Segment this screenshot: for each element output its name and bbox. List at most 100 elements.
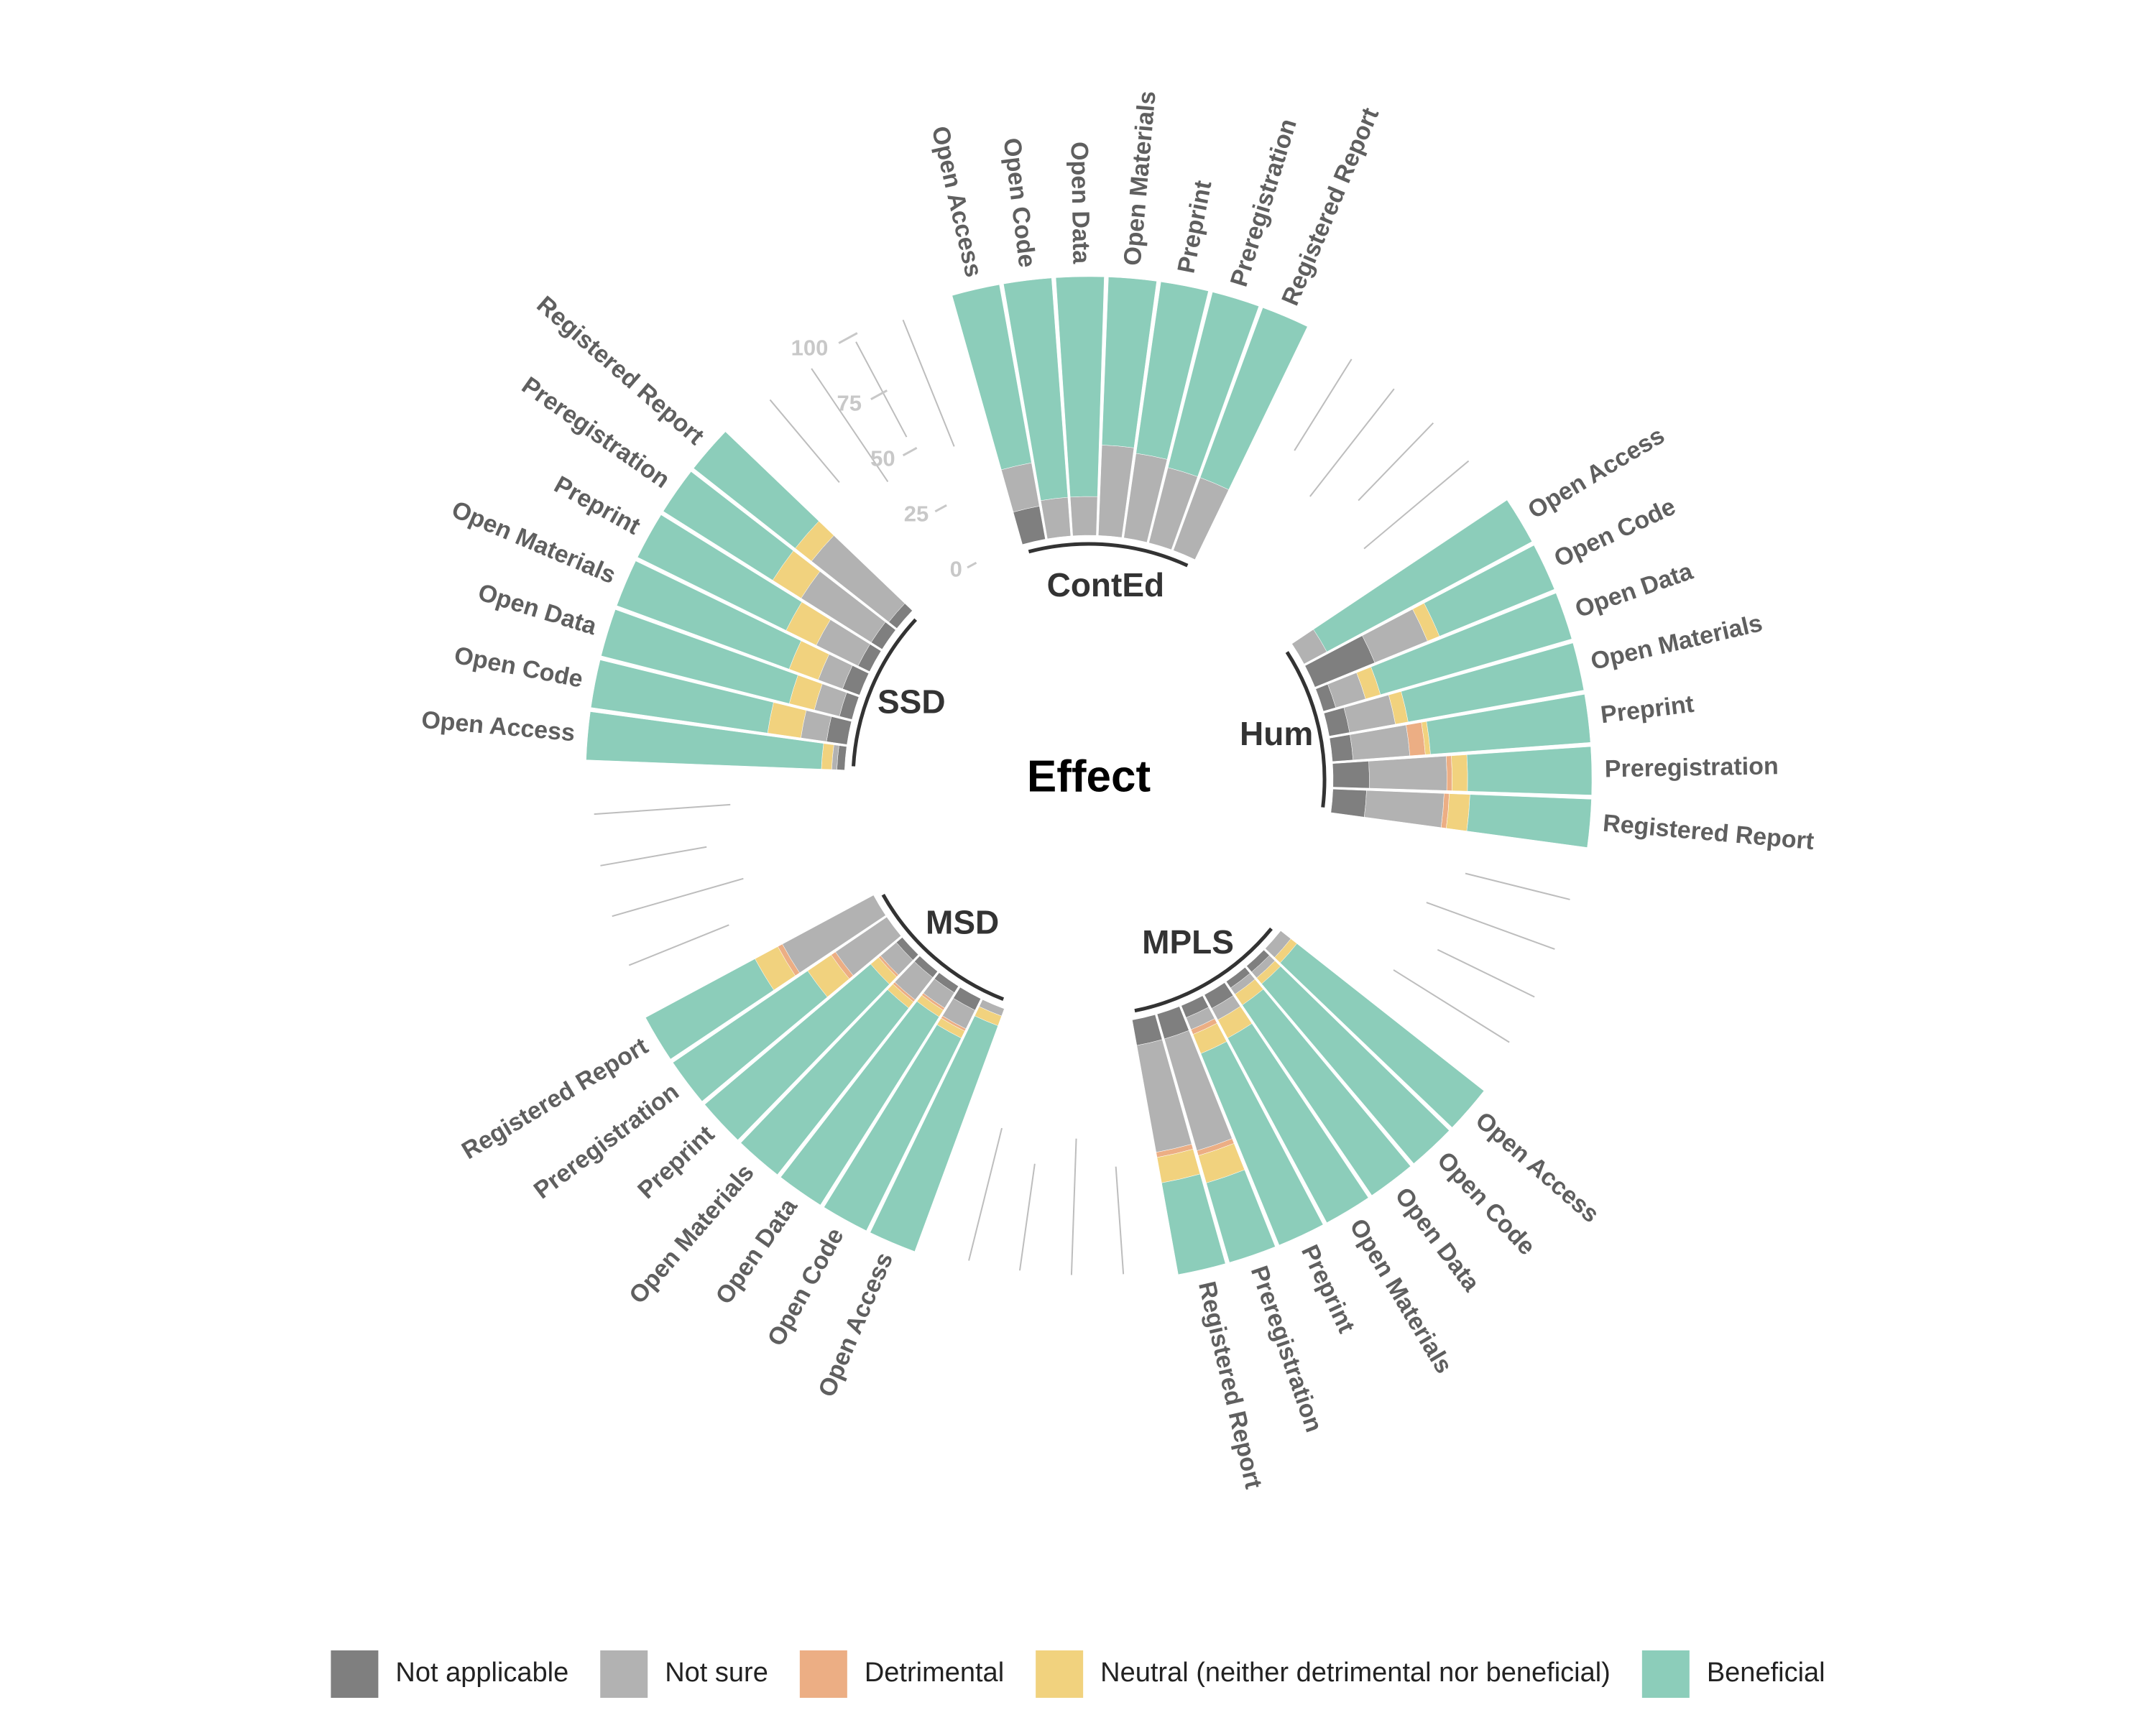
bar-hum-registered-report xyxy=(1330,789,1592,848)
segment-neutral-neither-detrimental-nor-beneficial- xyxy=(1451,754,1468,792)
bar-msd-preprint xyxy=(704,937,919,1140)
gap-spoke xyxy=(1465,872,1570,900)
bar-hum-open-access xyxy=(1291,499,1533,665)
group-label-mpls: MPLS xyxy=(1142,923,1234,961)
legend-item: Neutral (neither detrimental nor benefic… xyxy=(1036,1650,1611,1698)
bar-ssd-preregistration xyxy=(663,471,896,650)
bar-hum-open-code xyxy=(1304,545,1555,688)
segment-beneficial xyxy=(590,660,774,734)
category-label: Preregistration xyxy=(1225,116,1302,290)
segment-detrimental xyxy=(1446,755,1452,791)
segment-beneficial xyxy=(1466,794,1592,848)
radial-axis: 0 25 50 75 100 xyxy=(791,332,977,581)
segment-beneficial xyxy=(1167,292,1259,477)
segment-beneficial xyxy=(1227,1023,1369,1224)
group-label-ssd: SSD xyxy=(877,683,946,720)
gap-spoke xyxy=(902,319,955,447)
category-label: Preprint xyxy=(1599,690,1695,729)
gap-spoke xyxy=(612,877,744,918)
category-label: Open Code xyxy=(452,642,585,693)
legend-swatch xyxy=(799,1650,847,1698)
bar-conted-registered-report xyxy=(1173,307,1308,560)
group-arc-conted xyxy=(1028,542,1189,568)
gap-spoke xyxy=(968,1127,1003,1261)
bars-layer xyxy=(586,276,1593,1275)
segment-beneficial xyxy=(693,431,819,549)
gap-spoke xyxy=(855,341,908,438)
bar-conted-open-code xyxy=(1003,277,1072,540)
group-label-msd: MSD xyxy=(926,903,999,941)
group-arc-hum xyxy=(1285,651,1327,808)
gap-spoke xyxy=(1437,948,1535,998)
category-label: Registered Report xyxy=(1602,810,1815,856)
segment-beneficial xyxy=(1161,1173,1226,1275)
group-arc-mpls xyxy=(1134,927,1273,1013)
bar-msd-registered-report xyxy=(645,895,886,1060)
segment-beneficial xyxy=(601,609,798,704)
segment-beneficial xyxy=(740,989,909,1175)
segment-beneficial xyxy=(586,711,824,770)
category-label: Preprint xyxy=(1296,1241,1360,1337)
bar-conted-open-materials xyxy=(1098,277,1157,538)
segment-beneficial xyxy=(1135,281,1209,460)
bar-mpls-registered-report xyxy=(1132,1014,1226,1275)
category-label: Preprint xyxy=(550,471,645,540)
gap-spoke xyxy=(1018,1163,1036,1271)
bar-conted-preprint xyxy=(1123,281,1209,543)
segment-neutral-neither-detrimental-nor-beneficial- xyxy=(767,702,807,739)
bar-hum-open-materials xyxy=(1323,642,1585,736)
group-label-conted: ContEd xyxy=(1047,566,1165,604)
axis-tick xyxy=(870,389,888,400)
category-label: Open Materials xyxy=(1119,90,1161,267)
gap-spoke xyxy=(1309,388,1395,497)
segment-beneficial xyxy=(645,958,775,1060)
category-label: Open Data xyxy=(1066,142,1095,265)
bar-msd-open-data xyxy=(780,972,959,1206)
segment-beneficial xyxy=(1003,277,1069,501)
legend-swatch xyxy=(600,1650,648,1698)
axis-tick xyxy=(934,504,947,513)
bar-mpls-open-code xyxy=(1246,949,1450,1164)
segment-beneficial xyxy=(1280,943,1485,1128)
bar-ssd-open-materials xyxy=(616,560,870,696)
legend-item: Beneficial xyxy=(1641,1650,1825,1698)
segment-beneficial xyxy=(824,1024,962,1232)
segment-beneficial xyxy=(1370,593,1572,696)
bar-ssd-open-access xyxy=(586,711,847,770)
category-label: Open Materials xyxy=(1588,609,1765,675)
segment-not-sure xyxy=(1001,462,1040,513)
bar-mpls-open-materials xyxy=(1204,982,1369,1224)
segment-beneficial xyxy=(1313,499,1533,652)
legend-label: Not applicable xyxy=(395,1658,568,1688)
bar-ssd-open-code xyxy=(590,660,852,745)
segment-beneficial xyxy=(952,284,1032,471)
segment-beneficial xyxy=(1466,746,1593,795)
legend-swatch xyxy=(331,1650,379,1698)
bar-msd-open-code xyxy=(824,987,982,1232)
segment-not-applicable xyxy=(1013,506,1046,545)
bar-mpls-preprint xyxy=(1181,995,1324,1246)
segment-beneficial xyxy=(704,964,890,1140)
category-label: Preregistration xyxy=(1605,752,1779,782)
bar-ssd-preprint xyxy=(637,514,882,673)
group-label-hum: Hum xyxy=(1240,715,1313,752)
legend: Not applicable Not sure Detrimental Neutral… xyxy=(331,1650,1825,1698)
category-label: Open Access xyxy=(926,124,987,279)
bar-mpls-open-access xyxy=(1265,930,1485,1128)
gap-spoke xyxy=(1358,422,1434,502)
axis-tick-label: 25 xyxy=(904,501,929,526)
category-label: Open Data xyxy=(1572,558,1697,624)
segment-not-applicable xyxy=(1330,789,1367,818)
segment-beneficial xyxy=(870,1015,998,1252)
segment-beneficial xyxy=(1261,966,1450,1164)
segment-beneficial xyxy=(1424,545,1555,637)
segment-beneficial xyxy=(1055,276,1105,498)
segment-beneficial xyxy=(780,1001,940,1206)
bar-msd-open-access xyxy=(870,999,1005,1252)
legend-item: Detrimental xyxy=(799,1650,1004,1698)
segment-beneficial xyxy=(1200,1041,1324,1246)
segment-beneficial xyxy=(663,471,794,581)
legend-swatch xyxy=(1036,1650,1084,1698)
